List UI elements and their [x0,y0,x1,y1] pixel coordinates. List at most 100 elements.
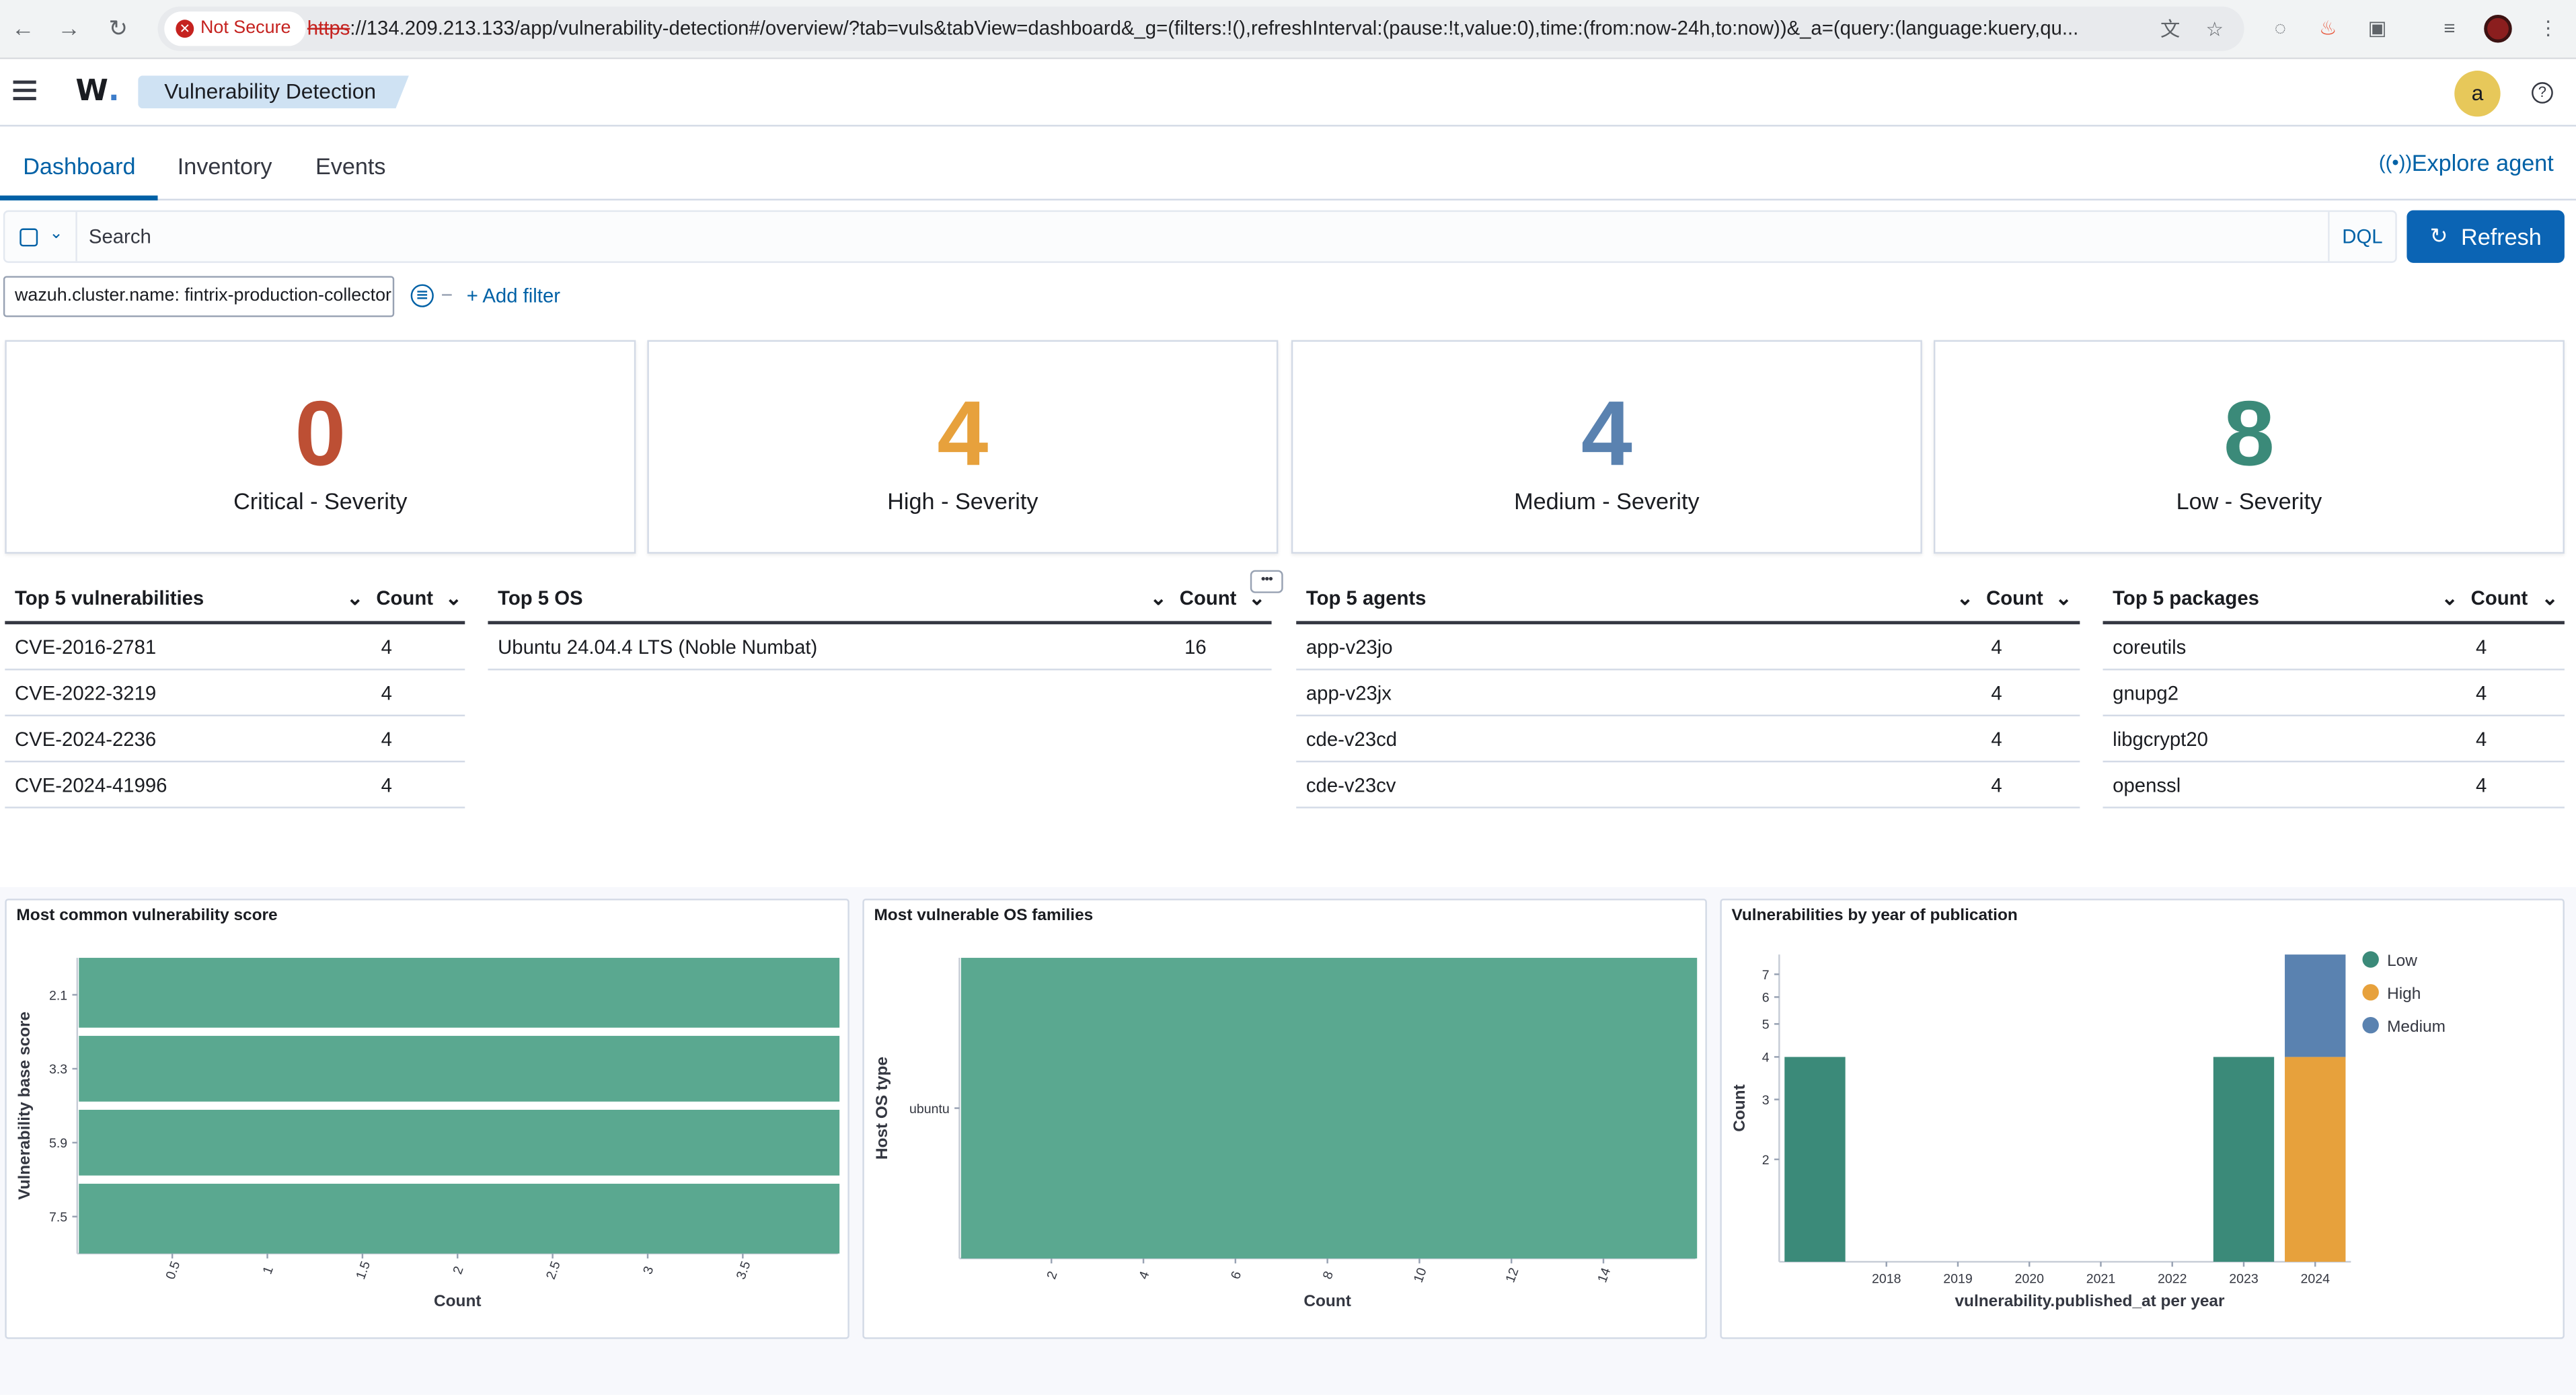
medium-count: 4 [1581,381,1632,485]
table-header-count[interactable]: Count [376,587,434,610]
address-bar[interactable]: ✕ Not Secure https://134.209.213.133/app… [157,6,2244,51]
table-header-count[interactable]: Count [1986,587,2043,610]
header-divider [488,621,1272,625]
y-tick-label: ubuntu [909,1102,950,1117]
filter-divider [442,294,452,296]
x-tick-label: 4 [1136,1269,1152,1281]
metric-card-critical[interactable]: 0 Critical - Severity [5,340,636,554]
add-filter-button[interactable]: + Add filter [466,284,561,307]
tab-dashboard[interactable]: Dashboard [23,153,136,180]
table-header-count[interactable]: Count [2470,587,2528,610]
table-agents: Top 5 agents ⌄ Count ⌄ app-v23jo 4 app-v23jx 4 c… [1296,575,2080,821]
x-tick-label: 2023 [2229,1272,2258,1287]
cell-count: 4 [1991,681,2002,705]
table-header-name[interactable]: Top 5 OS [498,587,583,610]
sort-chevron-icon[interactable]: ⌄ [1957,587,1973,610]
panel-vuln-score: Most common vulnerability score 2.1 3.3 5.… [5,899,849,1339]
sort-chevron-icon[interactable]: ⌄ [2055,587,2072,610]
forward-icon[interactable]: → [57,14,81,42]
table-row[interactable]: openssl 4 [2103,762,2565,808]
vuln-by-year-chart: 2 3 4 5 6 7 2018 2019 2020 2021 2022 2023 2024 vulner… [1731,951,2446,1310]
cell-name: app-v23jo [1305,636,1393,659]
x-tick-label: 12 [1503,1266,1521,1285]
table-row[interactable]: CVE-2016-2781 4 [5,624,465,671]
table-row[interactable]: CVE-2024-2236 4 [5,716,465,763]
cell-count: 4 [2475,681,2487,705]
url-rest: ://134.209.213.133/app/vulnerability-det… [350,16,2079,40]
table-header-count[interactable]: Count [1179,587,1237,610]
table-row[interactable]: CVE-2022-3219 4 [5,671,465,716]
explore-agent-button[interactable]: ((•)) Explore agent [2379,149,2554,176]
profile-avatar[interactable] [2484,14,2512,43]
y-tick-label: 2.1 [49,988,67,1003]
table-row[interactable]: cde-v23cv 4 [1296,762,2080,808]
back-icon[interactable]: ← [11,14,35,42]
table-row[interactable]: Ubuntu 24.04.4 LTS (Noble Numbat) 16 [488,624,1272,671]
tab-events[interactable]: Events [315,153,386,180]
sort-chevron-icon[interactable]: ⌄ [2541,587,2559,610]
critical-label: Critical - Severity [233,488,408,515]
table-header-name[interactable]: Top 5 vulnerabilities [14,587,204,610]
table-row[interactable]: gnupg2 4 [2103,671,2565,716]
y-tick-label: 3 [1762,1093,1770,1108]
metric-card-high[interactable]: 4 High - Severity [647,340,1279,554]
menu-icon[interactable] [13,80,36,100]
metric-card-medium[interactable]: 4 Medium - Severity [1291,340,1922,554]
tab-inventory[interactable]: Inventory [177,153,272,180]
filter-pill[interactable]: wazuh.cluster.name: fintrix-production-c… [3,276,395,317]
not-secure-chip[interactable]: ✕ Not Secure [164,11,306,46]
table-row[interactable]: CVE-2024-41996 4 [5,762,465,808]
legend-swatch [2362,951,2379,968]
url-text[interactable]: https://134.209.213.133/app/vulnerabilit… [307,7,2148,51]
table-row[interactable]: app-v23jx 4 [1296,671,2080,716]
table-header-name[interactable]: Top 5 packages [2113,587,2259,610]
table-row[interactable]: coreutils 4 [2103,624,2565,671]
cell-name: CVE-2024-2236 [14,728,157,751]
x-tick-label: 2020 [2014,1272,2044,1287]
header-divider [1296,621,2080,625]
sort-chevron-icon[interactable]: ⌄ [1149,587,1167,610]
table-header-name[interactable]: Top 5 agents [1305,587,1427,610]
y-axis-title: Vulnerability base score [15,1012,34,1200]
reload-icon[interactable]: ↻ [108,14,128,42]
help-icon[interactable]: ? [2532,82,2553,104]
media-queue-icon[interactable]: ≡ [2444,16,2456,40]
search-input[interactable] [80,212,2315,262]
table-row[interactable]: app-v23jo 4 [1296,624,2080,671]
refresh-button[interactable]: ↻ Refresh [2407,210,2565,263]
bar-low [2213,1057,2275,1262]
sort-chevron-icon[interactable]: ⌄ [346,587,363,610]
x-tick-label: 2024 [2301,1272,2331,1287]
cell-name: libgcrypt20 [2113,728,2208,751]
low-label: Low - Severity [2176,488,2322,515]
cell-count: 4 [381,681,393,705]
translate-icon[interactable]: 文 [2160,17,2181,42]
save-query-icon [20,228,38,247]
browser-menu-icon[interactable]: ⋮ [2538,16,2559,40]
panel-os-families: Most vulnerable OS families ubuntu 2 4 6 8 10… [862,899,1707,1339]
table-row[interactable]: libgcrypt20 4 [2103,716,2565,763]
legend-label: High [2387,985,2421,1003]
x-tick-label: 2 [450,1265,466,1277]
metric-card-low[interactable]: 8 Low - Severity [1933,340,2565,554]
sort-chevron-icon[interactable]: ⌄ [2441,587,2458,610]
flame-extension-icon[interactable]: ♨ [2318,16,2337,40]
header-divider [2103,621,2565,625]
panel-options-icon[interactable]: ••• [1250,570,1283,593]
x-tick-label: 2019 [1943,1272,1972,1287]
wazuh-logo[interactable]: W. [75,74,119,108]
cell-count: 4 [1991,636,2002,659]
bookmark-star-icon[interactable]: ☆ [2205,17,2224,42]
browser-toolbar: ← → ↻ ✕ Not Secure https://134.209.213.1… [0,0,2576,59]
sort-chevron-icon[interactable]: ⌄ [445,587,462,610]
breadcrumb[interactable]: Vulnerability Detection [138,75,409,108]
filter-options-icon[interactable] [410,284,434,307]
cell-count: 4 [2475,728,2487,751]
user-avatar[interactable]: a [2454,71,2501,117]
table-row[interactable]: cde-v23cd 4 [1296,716,2080,763]
saved-query-button[interactable]: ⌄ [5,212,77,262]
query-language-button[interactable]: DQL [2328,212,2395,262]
puzzle-extensions-icon[interactable]: ▣ [2367,16,2387,40]
legend-label: Low [2387,952,2417,970]
extension-icon[interactable]: ◌ [2274,16,2287,40]
